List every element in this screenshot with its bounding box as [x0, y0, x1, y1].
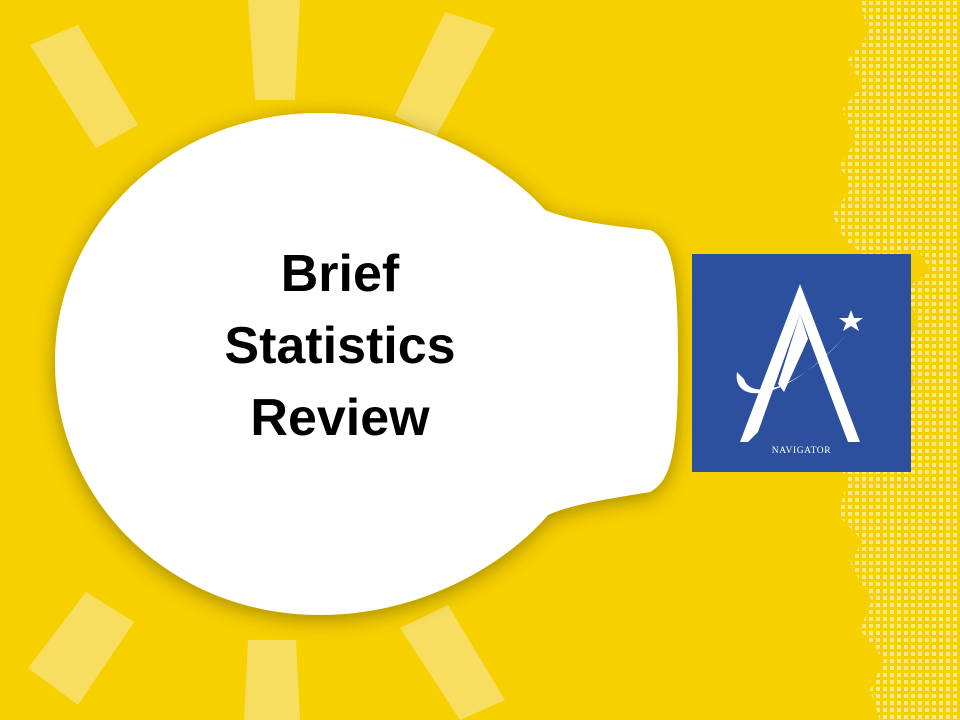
logo-caption: NAVIGATOR	[771, 446, 832, 456]
title-line: Brief	[280, 245, 400, 303]
title-line: Statistics	[224, 317, 456, 375]
slide-title: Brief Statistics Review	[120, 238, 560, 454]
navigator-a-star-icon	[736, 284, 863, 442]
title-line: Review	[250, 389, 430, 447]
navigator-logo: NAVIGATOR	[692, 254, 911, 472]
